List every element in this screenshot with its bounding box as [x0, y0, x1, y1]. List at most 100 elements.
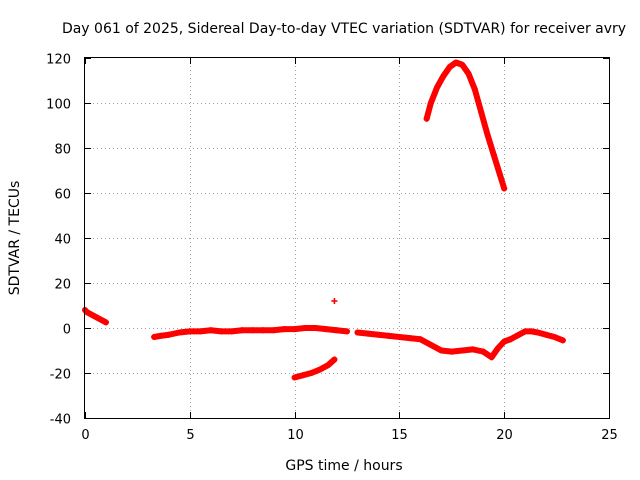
data-point — [423, 115, 430, 122]
data-point — [331, 356, 338, 363]
data-point — [490, 151, 497, 158]
y-tick-label: 120 — [46, 53, 71, 68]
data-point — [157, 332, 164, 339]
data-point — [151, 334, 158, 340]
series-band — [354, 329, 514, 361]
data-point — [448, 348, 455, 355]
y-axis-label: SDTVAR / TECUs — [7, 181, 23, 296]
data-point — [260, 327, 267, 334]
data-point — [484, 131, 491, 138]
x-tick-label: 25 — [601, 428, 618, 443]
data-point — [459, 61, 466, 68]
data-point — [197, 328, 204, 335]
series-outlier — [331, 298, 338, 304]
series-arc-3 — [291, 356, 338, 381]
x-tick-label: 0 — [81, 428, 89, 443]
data-point — [316, 366, 323, 373]
data-point — [497, 172, 504, 178]
y-tick-labels: -40 -20 0 20 40 60 80 100 120 — [46, 53, 71, 428]
data-point — [308, 370, 315, 376]
data-point — [291, 326, 298, 333]
data-point — [239, 327, 246, 334]
data-point — [501, 185, 508, 192]
data-point — [534, 329, 541, 336]
y-tick-label: 60 — [54, 188, 71, 203]
x-tick-label: 5 — [186, 428, 194, 443]
data-point — [471, 86, 478, 93]
data-point — [494, 345, 501, 352]
data-point — [281, 326, 288, 333]
data-point — [515, 331, 522, 338]
data-point — [364, 330, 371, 337]
series-arc-6 — [423, 59, 508, 192]
data-point — [385, 332, 392, 339]
x-tick-label: 15 — [391, 428, 408, 443]
y-tick-label: 80 — [54, 143, 71, 158]
data-point — [559, 337, 566, 344]
data-point — [427, 341, 434, 348]
y-tick-label: 0 — [63, 323, 71, 338]
data-point — [375, 331, 382, 338]
y-tick-label: 100 — [46, 98, 71, 113]
data-point — [478, 109, 485, 115]
x-tick-label: 20 — [496, 428, 513, 443]
data-point — [165, 331, 172, 338]
data-point — [507, 336, 514, 343]
data-point — [249, 327, 256, 334]
data-points — [82, 59, 566, 381]
data-point — [465, 70, 472, 77]
data-point — [299, 372, 306, 379]
series-arc-2 — [151, 325, 350, 340]
tick-marks — [85, 58, 610, 419]
data-point — [427, 100, 434, 106]
data-point — [302, 325, 309, 331]
data-point — [344, 328, 350, 335]
y-tick-label: -40 — [50, 413, 71, 428]
data-point — [102, 319, 109, 326]
series-arc-4 — [354, 329, 514, 361]
data-point — [438, 347, 445, 354]
data-point — [331, 298, 338, 304]
data-point — [291, 374, 298, 381]
series-band — [151, 325, 350, 340]
data-point — [452, 59, 459, 66]
data-point — [354, 329, 361, 336]
data-point — [469, 346, 476, 353]
data-point — [176, 329, 183, 336]
series-band — [423, 59, 508, 192]
data-point — [218, 328, 225, 335]
data-point — [207, 327, 214, 334]
x-axis-label: GPS time / hours — [285, 458, 402, 474]
series-arc-5 — [507, 328, 566, 344]
data-point — [396, 334, 403, 340]
data-point — [406, 335, 413, 342]
data-point — [501, 338, 508, 345]
series-arc-1 — [82, 307, 109, 326]
data-point — [186, 328, 193, 335]
plot-frame — [84, 57, 610, 419]
data-point — [551, 334, 558, 340]
data-point — [488, 354, 495, 361]
data-point — [228, 328, 235, 335]
data-point — [480, 348, 487, 355]
data-point — [434, 84, 441, 91]
chart-title: Day 061 of 2025, Sidereal Day-to-day VTE… — [62, 21, 626, 37]
data-point — [325, 362, 332, 369]
x-tick-label: 10 — [287, 428, 304, 443]
data-point — [459, 347, 466, 354]
grid — [85, 58, 609, 418]
data-point — [522, 328, 529, 335]
y-tick-label: 20 — [54, 278, 71, 293]
data-point — [446, 64, 453, 70]
data-point — [333, 327, 340, 334]
data-point — [440, 73, 447, 79]
data-point — [528, 328, 535, 335]
data-point — [323, 326, 330, 333]
x-tick-labels: 0 5 10 15 20 25 — [81, 428, 617, 443]
y-tick-label: -20 — [50, 368, 71, 383]
data-point — [312, 325, 319, 331]
data-point — [543, 331, 550, 338]
data-point — [417, 336, 424, 343]
y-tick-label: 40 — [54, 233, 71, 248]
